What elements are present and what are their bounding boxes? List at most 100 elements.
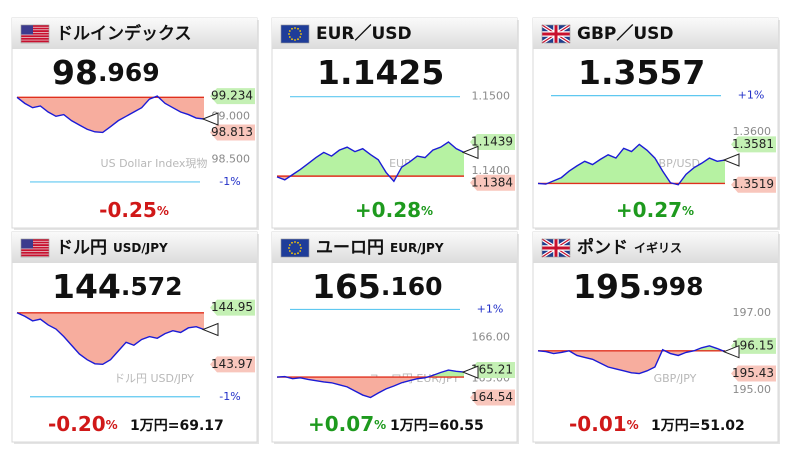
title-sub: USD/JPY — [113, 241, 168, 255]
area-down — [17, 312, 204, 365]
y-tick-label: 166.00 — [472, 331, 511, 344]
low-tag — [731, 365, 776, 382]
flag-border — [20, 238, 50, 258]
change: +0.28% — [355, 198, 433, 222]
flag-stripe — [21, 25, 49, 27]
panel-title: GBP／USD — [577, 23, 674, 44]
pct-label: +1% — [477, 302, 504, 315]
panel-title: ユーロ円 EUR/JPY — [316, 238, 444, 258]
yen-rate: 1万円=51.02 — [651, 418, 745, 434]
low-label: 1.1384 — [471, 175, 513, 189]
y-tick-label: 1.3600 — [733, 125, 772, 138]
change-value: -0.01 — [569, 412, 627, 436]
current-arrow — [722, 153, 740, 167]
flag — [280, 238, 310, 258]
high-label: 165.21 — [471, 363, 513, 377]
change: -0.01% — [569, 412, 639, 436]
flag-stripe — [21, 239, 49, 241]
change-unit: % — [682, 204, 694, 218]
high-label: 1.3581 — [732, 137, 774, 151]
change-unit: % — [421, 204, 433, 218]
high-label: 99.234 — [211, 89, 253, 103]
low-label: 195.43 — [732, 366, 774, 380]
title-sub: イギリス — [634, 240, 682, 255]
price: 98.969 — [52, 53, 160, 92]
flag — [280, 24, 310, 44]
price-sub: .998 — [642, 272, 704, 301]
high-tag — [731, 136, 776, 153]
flag-star — [288, 250, 291, 252]
flag-cross-red — [542, 25, 570, 43]
price-line — [16, 95, 205, 134]
flag-star — [288, 33, 290, 35]
high-label: 144.95 — [211, 300, 253, 314]
flag-stripe — [21, 30, 49, 33]
price: 165.160 — [312, 267, 443, 306]
flag-star — [297, 252, 299, 255]
price: 144.572 — [52, 267, 183, 306]
flag-star — [294, 27, 296, 29]
y-tick-label: 98.500 — [212, 153, 251, 166]
change-value: +0.07 — [308, 412, 374, 436]
flag-star — [299, 36, 302, 38]
current-arrow — [201, 322, 219, 337]
price-line — [16, 312, 205, 366]
panel-header — [533, 232, 778, 263]
high-tag — [470, 362, 515, 379]
flag-star — [288, 30, 291, 32]
change: -0.25% — [99, 198, 169, 222]
panel-title: ドルインデックス — [56, 23, 192, 44]
area-down — [538, 350, 725, 374]
y-tick-label: 1.1400 — [472, 164, 511, 177]
pct-label: -1% — [219, 175, 240, 188]
y-tick-label: 1.1500 — [472, 90, 511, 103]
flag-stripe — [21, 249, 49, 252]
flag-stripe — [21, 35, 49, 38]
flag-border — [280, 238, 310, 258]
flag-stripe — [21, 241, 49, 244]
high-tag — [210, 88, 255, 105]
rate-panel: GBP／USD 1.3557 1.3600 GBP/USD +1% 1.3581 1.351… — [532, 17, 780, 230]
rate-panel: ドル円 USD/JPY 144.572 ドル円 USD/JPY -1% 144.95 143… — [11, 231, 259, 444]
pct-label: +1% — [738, 89, 765, 102]
flag-star — [297, 27, 299, 30]
flag — [20, 24, 50, 44]
low-label: 164.54 — [471, 390, 513, 404]
change-unit: % — [627, 418, 639, 432]
price-line — [537, 345, 726, 375]
current-arrow — [201, 112, 219, 126]
high-tag — [210, 299, 255, 316]
price-main: 165 — [312, 267, 381, 306]
title-text: ドル円 — [56, 238, 107, 258]
low-tag — [470, 174, 515, 191]
flag-star — [297, 38, 299, 41]
watermark: ドル円 USD/JPY — [114, 372, 194, 385]
high-tag — [731, 337, 776, 354]
title-text: ユーロ円 — [316, 238, 384, 258]
flag-border — [280, 24, 310, 44]
low-tag — [731, 176, 776, 193]
flag-star — [291, 38, 293, 41]
flag-star — [294, 241, 296, 243]
price-sub: .572 — [121, 272, 183, 301]
change-value: -0.25 — [99, 198, 157, 222]
flag-star — [299, 244, 302, 246]
flag-stripe — [21, 244, 49, 247]
area-up — [277, 141, 464, 177]
panel-header — [272, 232, 517, 263]
price-main: 98 — [52, 53, 98, 92]
y-tick-label: 195.00 — [733, 383, 772, 396]
panel-header — [533, 18, 778, 49]
current-arrow — [461, 365, 479, 379]
area-down — [277, 377, 464, 398]
flag-star — [294, 253, 296, 255]
flag-bg — [281, 25, 309, 43]
flag-canton — [21, 25, 33, 35]
price-line — [276, 369, 465, 399]
title-sub: EUR/JPY — [390, 241, 444, 255]
flag-border — [541, 24, 571, 44]
watermark: GBP/JPY — [654, 372, 697, 385]
y-tick-label: 197.00 — [733, 306, 772, 319]
